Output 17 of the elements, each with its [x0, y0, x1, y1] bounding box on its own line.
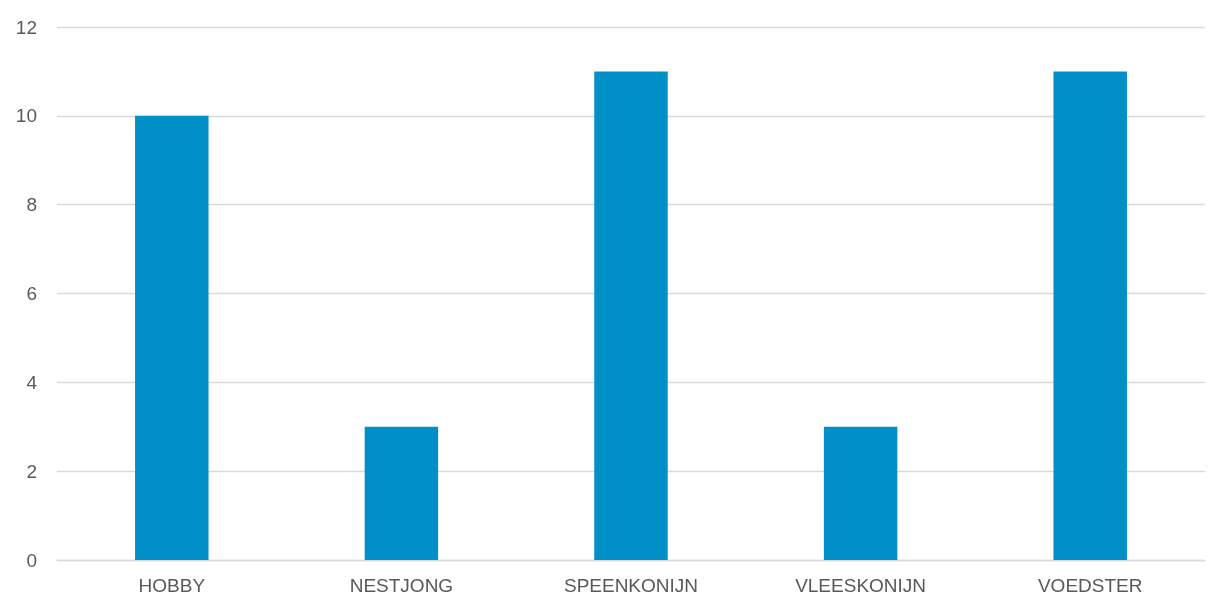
y-tick-label: 10: [15, 105, 37, 127]
x-tick-label: SPEENKONIJN: [563, 575, 699, 596]
bar: [364, 426, 439, 560]
y-tick-label: 2: [26, 460, 37, 482]
bar: [594, 71, 668, 560]
y-tick-label: 8: [26, 194, 37, 216]
x-tick-label: VLEESKONIJN: [795, 575, 927, 596]
bar: [135, 115, 209, 560]
x-tick-label: HOBBY: [138, 575, 206, 596]
y-tick-label: 12: [15, 16, 37, 38]
y-tick-label: 4: [26, 371, 38, 393]
y-tick-label: 0: [26, 549, 37, 571]
x-tick-label: VOEDSTER: [1037, 575, 1143, 596]
bar: [1053, 71, 1127, 560]
bar: [823, 426, 898, 560]
x-tick-label: NESTJONG: [349, 575, 454, 596]
y-tick-label: 6: [26, 283, 37, 304]
